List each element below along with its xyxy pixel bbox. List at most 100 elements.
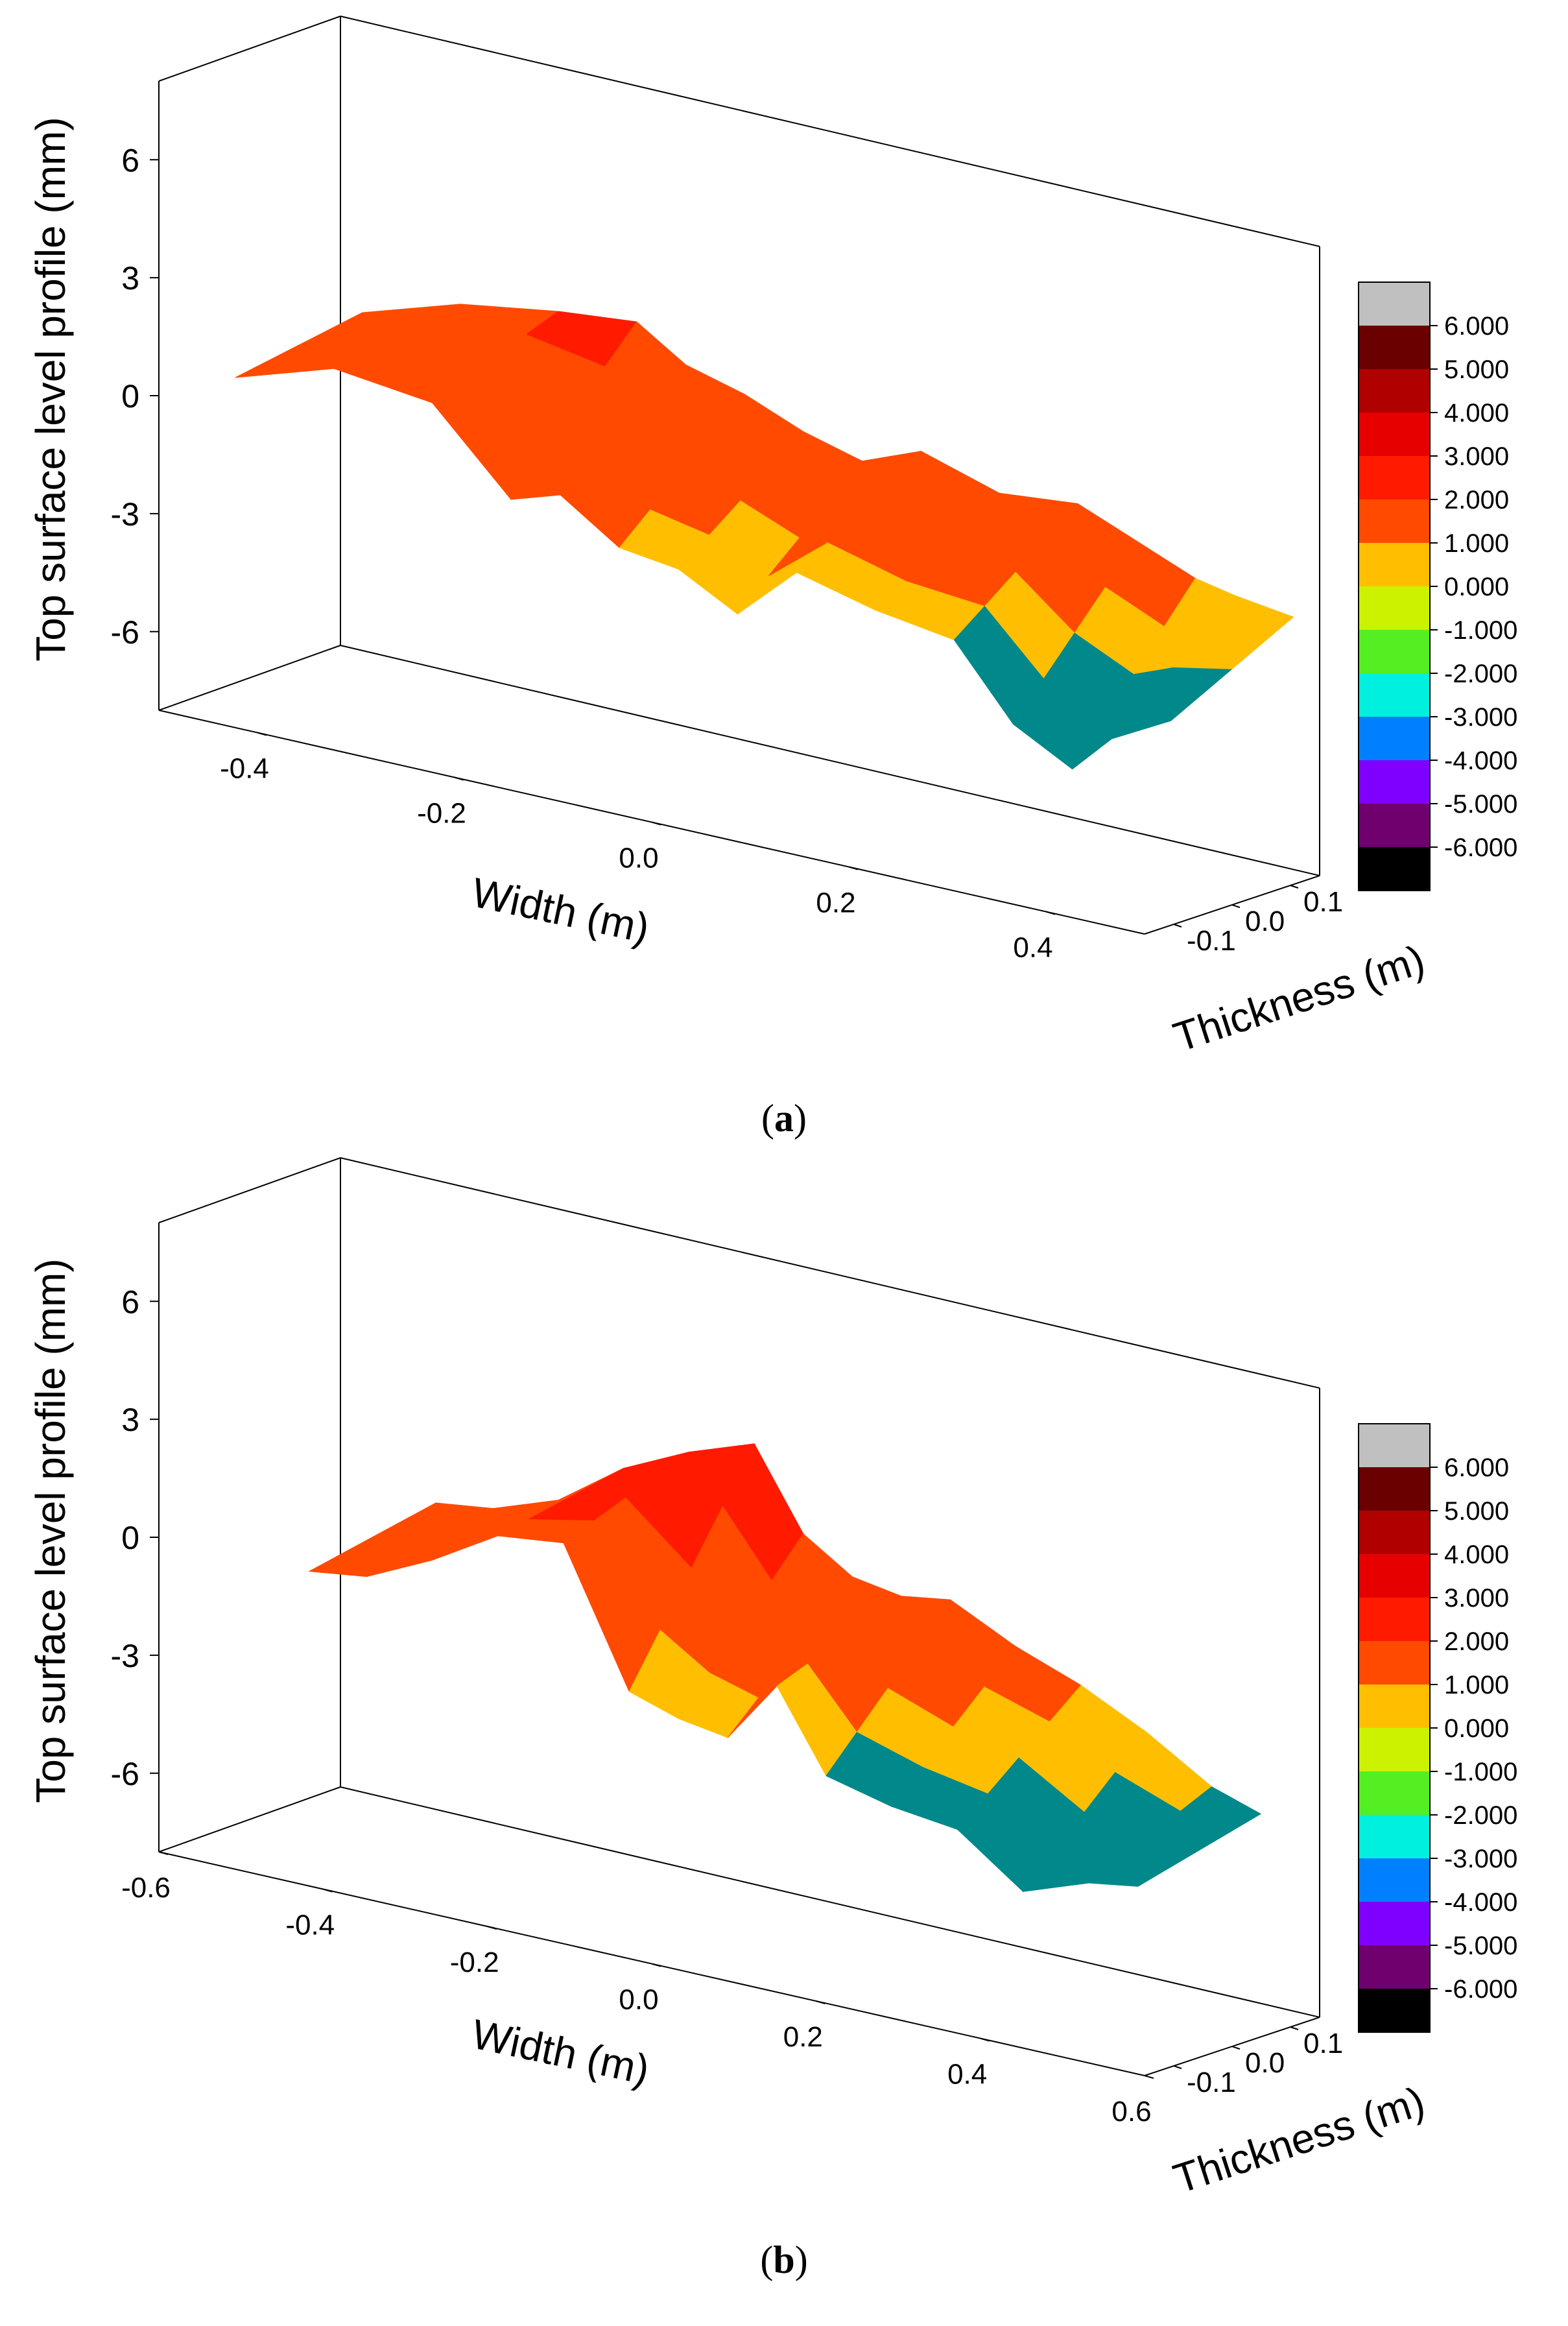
z-tick-label: 0 [121,378,139,414]
x-tick-mark [257,732,267,736]
caption-a-letter: a [774,1097,794,1140]
x-tick-mark [158,1851,169,1855]
legend-label: -3.000 [1444,703,1517,732]
legend-swatch [1359,1728,1430,1771]
box-edge-back-bottom [340,1786,1320,2018]
chart-b-svg: 6 3 0 -3 -6 -0.6 -0.4 -0.2 0.0 0.2 0.4 0.6 -0.1 0.0 0.… [27,1157,1517,2202]
legend-label: -2.000 [1444,660,1517,688]
legend-swatch [1359,847,1430,891]
z-tick-label: 3 [121,260,139,296]
legend-label: 5.000 [1444,355,1509,384]
x-tick-label: 0.0 [619,1984,658,2016]
surface-patch [1180,1786,1262,1832]
x-tick-label: -0.6 [121,1872,171,1904]
y-tick-mark [1290,2026,1299,2030]
legend-swatch [1359,1641,1430,1685]
x-tick-label: 0.6 [1111,2096,1151,2128]
legend-swatch [1359,282,1430,326]
x-tick-mark [1045,911,1056,915]
legend-swatch [1359,1945,1430,1989]
legend-label: 1.000 [1444,1671,1509,1699]
legend-swatch [1359,586,1430,630]
x-tick-mark [651,821,661,826]
legend-swatch [1359,1771,1430,1815]
x-tick-mark [323,1888,333,1893]
x-tick-label: 0.0 [619,843,658,874]
box-edge-top-back [340,16,1320,247]
legend-label: 3.000 [1444,1584,1509,1613]
legend-label: 1.000 [1444,529,1509,558]
y-tick-mark [1290,885,1299,889]
legend-label: -1.000 [1444,1758,1517,1786]
legend-swatch [1359,543,1430,586]
z-axis-title: Top surface level profile (mm) [27,117,74,661]
z-tick-label: -3 [111,496,139,533]
caption-b: (b) [760,2238,808,2281]
legend-label: 2.000 [1444,486,1509,514]
legend-swatch [1359,499,1430,543]
legend-swatch [1359,456,1430,499]
y-tick-mark [1173,2065,1182,2069]
legend-swatch [1359,1902,1430,1945]
legend-swatch [1359,1467,1430,1511]
legend-label: 4.000 [1444,399,1509,427]
z-tick-label: -6 [111,614,139,651]
chart-panel-b: 6 3 0 -3 -6 -0.6 -0.4 -0.2 0.0 0.2 0.4 0.6 -0.1 0.0 0.… [0,1157,1568,2270]
y-tick-label: -0.1 [1187,2067,1236,2098]
legend-swatch [1359,1554,1430,1598]
z-tick-label: 3 [121,1402,139,1438]
x-tick-label: 0.2 [816,887,855,919]
caption-b-letter: b [773,2238,795,2281]
z-tick-label: -3 [111,1638,139,1674]
y-tick-label: 0.1 [1303,2028,1343,2059]
x-tick-mark [487,1926,497,1930]
legend-swatch [1359,1685,1430,1728]
legend-swatch [1359,673,1430,717]
legend-swatch [1359,1598,1430,1641]
chart-a-svg: 6 3 0 -3 -6 -0.4 -0.2 0.0 0.2 0.4 -0.1 0.0 0.1 Top su… [27,16,1517,1061]
legend-label: -5.000 [1444,790,1517,819]
legend-label: 3.000 [1444,442,1509,471]
z-tick-label: 6 [121,1284,139,1320]
x-tick-label: 0.4 [1013,932,1052,964]
x-tick-label: 0.2 [783,2021,823,2053]
y-tick-label: -0.1 [1187,925,1236,957]
legend-label: 4.000 [1444,1541,1509,1569]
z-axis-title: Top surface level profile (mm) [27,1258,74,1803]
y-tick-label: 0.1 [1303,886,1343,918]
z-tick-label: 6 [121,142,139,178]
legend-swatch [1359,1424,1430,1467]
legend-label: 5.000 [1444,1497,1509,1526]
x-tick-label: -0.2 [450,1947,499,1978]
legend-swatch [1359,760,1430,804]
legend-label: 6.000 [1444,312,1509,341]
legend-label: 0.000 [1444,573,1509,601]
legend-swatch [1359,1989,1430,2032]
legend-label: -6.000 [1444,1975,1517,2004]
legend-swatch [1359,630,1430,673]
box-edge-top-left [158,16,341,82]
box-edge-top-back [340,1157,1320,1389]
x-tick-label: -0.2 [417,798,466,830]
legend-label: 0.000 [1444,1714,1509,1743]
y-tick-label: 0.0 [1245,2047,1285,2079]
legend-label: -4.000 [1444,1888,1517,1917]
x-tick-label: 0.4 [947,2059,987,2091]
legend-swatch [1359,804,1430,847]
surface-patch [1203,595,1294,643]
legend-label: -4.000 [1444,747,1517,775]
z-tick-label: -6 [111,1756,139,1792]
box-edge-left-bottom [158,645,341,711]
legend-swatch [1359,1858,1430,1902]
caption-a: (a) [761,1097,807,1140]
legend-swatch [1359,369,1430,413]
x-tick-mark [980,2037,990,2042]
chart-panel-a: 6 3 0 -3 -6 -0.4 -0.2 0.0 0.2 0.4 -0.1 0.0 0.1 Top su… [0,16,1568,1129]
legend-label: 6.000 [1444,1454,1509,1482]
box-edge-back-bottom [340,645,1320,876]
legend-label: -5.000 [1444,1932,1517,1960]
box-edge-left-bottom [158,1786,341,1852]
x-tick-label: -0.4 [220,753,269,785]
x-tick-mark [651,1963,661,1967]
legend-label: -1.000 [1444,616,1517,645]
